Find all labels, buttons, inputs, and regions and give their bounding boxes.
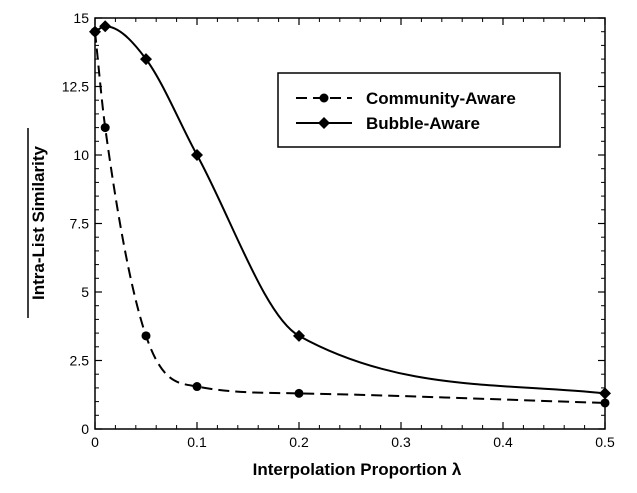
legend-label: Bubble-Aware (366, 114, 480, 133)
x-tick-label: 0.3 (391, 434, 411, 450)
y-tick-label: 10 (73, 147, 89, 163)
legend-item: Bubble-Aware (296, 114, 480, 133)
tick-labels: 0 0.1 0.2 0.3 0.4 0.5 0 2.5 5 7.5 10 12.5 15 (62, 10, 615, 450)
series-layer (89, 20, 611, 408)
y-tick-label: 12.5 (62, 79, 89, 95)
y-tick-label: 5 (81, 284, 89, 300)
diamond-marker (140, 53, 152, 66)
circle-marker (600, 398, 610, 408)
diamond-marker (293, 329, 305, 342)
series-bubble-aware (89, 20, 611, 400)
y-tick-label: 0 (81, 421, 89, 437)
diamond-marker (89, 25, 101, 38)
series-line (94, 31, 606, 404)
x-tick-label: 0.4 (493, 434, 513, 450)
y-tick-label: 7.5 (70, 216, 90, 232)
y-tick-label: 2.5 (70, 353, 90, 369)
x-tick-label: 0.1 (187, 434, 207, 450)
x-axis-title: Interpolation Proportion λ (253, 460, 462, 479)
legend-marker (318, 117, 330, 129)
circle-marker (192, 382, 202, 392)
x-tick-label: 0 (91, 434, 99, 450)
diamond-marker (599, 387, 611, 400)
x-tick-label: 0.2 (289, 434, 309, 450)
x-tick-label: 0.5 (595, 434, 615, 450)
diamond-marker (99, 20, 112, 33)
axis-ticks (94, 17, 606, 430)
circle-marker (100, 123, 110, 133)
legend-marker (319, 93, 329, 103)
circle-marker (141, 331, 151, 341)
legend-items: Community-Aware Bubble-Aware (296, 89, 516, 133)
legend-item: Community-Aware (296, 89, 516, 108)
legend-box (277, 72, 561, 148)
legend: Community-Aware Bubble-Aware (277, 72, 561, 148)
circle-marker (294, 388, 304, 398)
diamond-marker (191, 149, 203, 161)
y-axis-title: Intra-List Similarity (29, 145, 48, 300)
legend-label: Community-Aware (366, 89, 516, 108)
y-tick-label: 15 (73, 10, 89, 26)
